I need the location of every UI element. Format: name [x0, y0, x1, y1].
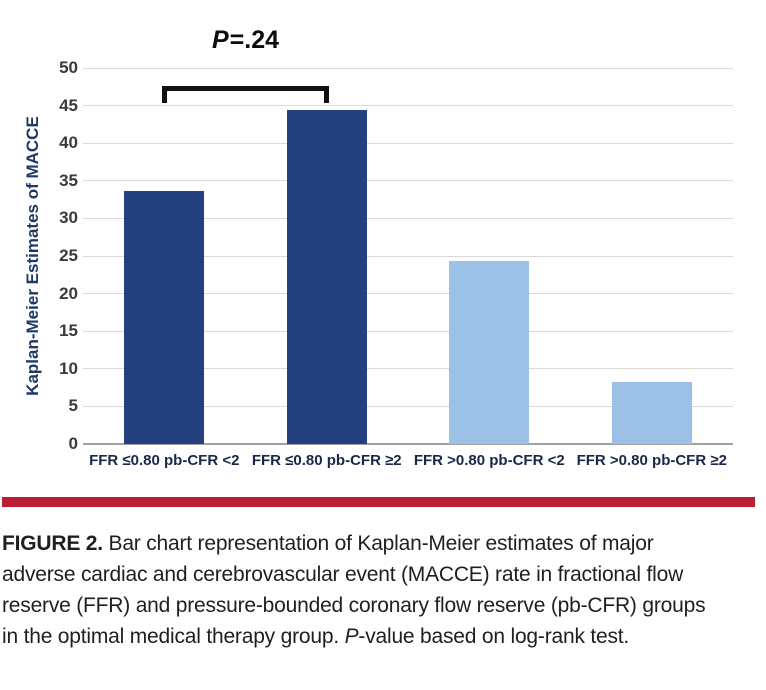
gridline — [83, 217, 733, 219]
caption-divider-rule — [2, 497, 755, 507]
caption-line: FIGURE 2. Bar chart representation of Ka… — [2, 528, 766, 559]
gridline — [83, 330, 733, 332]
caption-line: reserve (FFR) and pressure-bounded coron… — [2, 590, 766, 621]
caption-text: in the optimal medical therapy group. — [2, 625, 345, 648]
bar-4 — [611, 381, 692, 444]
y-tick-label: 20 — [59, 283, 78, 303]
y-tick-label: 40 — [59, 133, 78, 153]
y-tick-label: 35 — [59, 170, 78, 190]
gridline — [83, 142, 733, 144]
gridline — [83, 105, 733, 107]
y-tick-label: 10 — [59, 358, 78, 378]
y-tick-label: 45 — [59, 95, 78, 115]
caption-text: -value based on log-rank test. — [358, 625, 630, 648]
y-axis-title: Kaplan-Meier Estimates of MACCE — [23, 116, 42, 396]
gridline — [83, 293, 733, 295]
y-tick-label: 25 — [59, 246, 78, 265]
caption-text: P — [344, 625, 359, 648]
gridline — [83, 368, 733, 370]
y-tick-label: 0 — [68, 434, 78, 453]
caption-text: reserve (FFR) and pressure-bounded coron… — [2, 594, 706, 617]
caption-line: in the optimal medical therapy group. P-… — [2, 621, 766, 652]
x-category-label: FFR >0.80 pb-CFR <2 — [413, 452, 565, 469]
bar-2 — [286, 110, 367, 444]
x-axis-line — [83, 443, 733, 445]
caption-text: adverse cardiac and cerebrovascular even… — [2, 563, 684, 586]
y-tick-label: 50 — [59, 58, 78, 77]
caption-line: adverse cardiac and cerebrovascular even… — [2, 559, 766, 590]
x-category-label: FFR ≤0.80 pb-CFR ≥2 — [251, 452, 402, 469]
p-value-number: =.24 — [229, 26, 280, 55]
y-tick-label: 15 — [59, 321, 78, 341]
y-tick-label: 5 — [68, 396, 78, 416]
x-category-label: FFR >0.80 pb-CFR ≥2 — [576, 452, 727, 469]
p-value-symbol: P — [211, 26, 229, 55]
gridline — [83, 67, 733, 69]
significance-bracket — [162, 86, 329, 104]
x-category-label: FFR ≤0.80 pb-CFR <2 — [89, 452, 240, 469]
gridline — [83, 180, 733, 182]
y-tick-label: 30 — [59, 208, 78, 228]
caption-text: Bar chart representation of Kaplan-Meier… — [102, 532, 654, 555]
figure-caption: FIGURE 2. Bar chart representation of Ka… — [2, 528, 766, 652]
bar-1 — [124, 191, 205, 444]
p-value-annotation: P=.24 — [212, 25, 279, 55]
bar-3 — [449, 261, 530, 444]
caption-figure-label: FIGURE 2. — [2, 532, 103, 555]
gridline — [83, 255, 733, 257]
gridline — [83, 405, 733, 407]
